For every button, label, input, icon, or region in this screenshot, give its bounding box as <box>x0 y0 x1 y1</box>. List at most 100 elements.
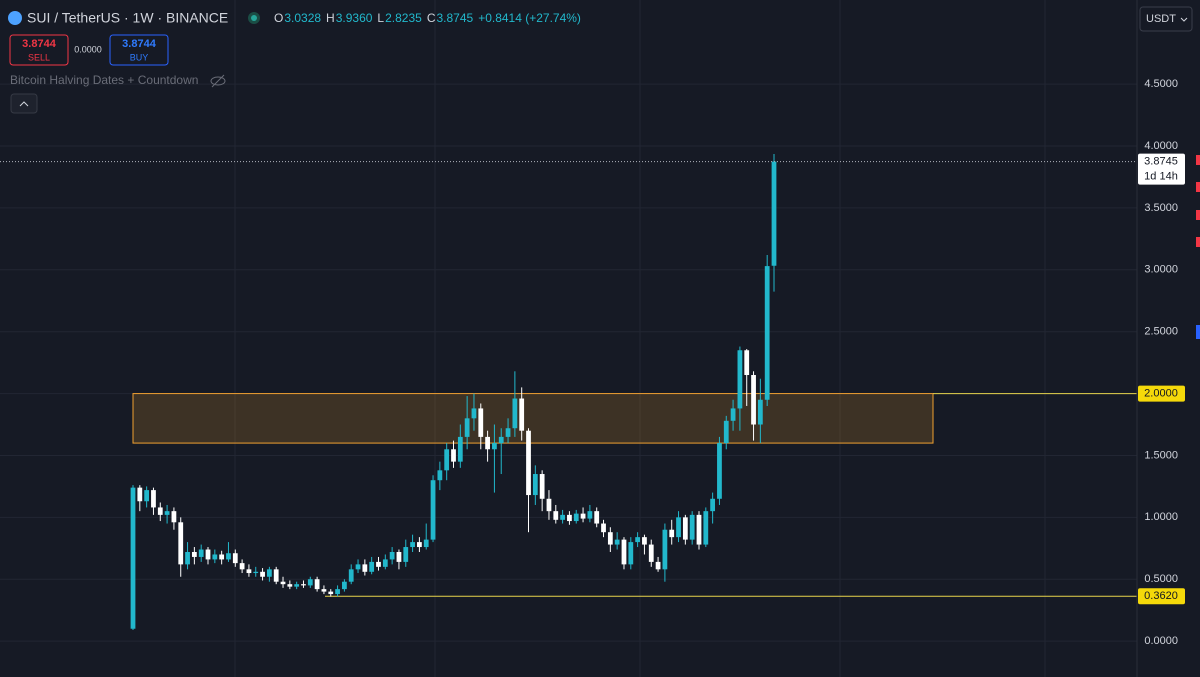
y-tick-label: 1.0000 <box>1144 511 1178 523</box>
candle-body <box>751 375 756 425</box>
candle-body <box>178 522 184 565</box>
candle-body <box>403 547 409 562</box>
currency: USDT <box>1146 13 1176 25</box>
candle-body <box>451 449 456 462</box>
candle-body <box>485 436 490 450</box>
dropdown-icon <box>1180 17 1188 22</box>
candle-body <box>191 551 197 557</box>
candle-body <box>212 554 218 560</box>
candle-body <box>335 589 340 595</box>
candle-body <box>198 549 204 557</box>
candle-body <box>744 350 750 376</box>
candle-body <box>273 569 279 582</box>
ohlc-legend: O 3.0328 H 3.9360 L 2.8235 C 3.8745 <box>274 11 474 25</box>
candle-body <box>382 559 388 567</box>
candle-body <box>294 584 300 587</box>
candle-body <box>655 561 661 570</box>
ohlc-value: 3.9360 <box>336 11 373 25</box>
buy-price: 3.8744 <box>122 38 157 50</box>
level-label: 2.0000 <box>1144 387 1178 399</box>
sell-button[interactable] <box>9 34 69 66</box>
candle-body <box>621 539 627 565</box>
ohlc-label: C <box>427 11 436 25</box>
candle-body <box>226 553 231 560</box>
candle-body <box>587 511 593 519</box>
candle-body <box>614 539 620 545</box>
zone <box>132 393 934 444</box>
ohlc-value: 3.8745 <box>436 11 473 25</box>
buy-button[interactable] <box>109 34 169 66</box>
candle-body <box>764 266 770 400</box>
y-tick-label: 4.5000 <box>1144 78 1178 90</box>
y-tick-label: 3.0000 <box>1144 264 1178 276</box>
candle-body <box>239 563 245 570</box>
candle-body <box>682 517 688 540</box>
ohlc-value: 2.8235 <box>385 11 422 25</box>
candle-body <box>137 487 143 502</box>
change: +0.8414 (+27.74%) <box>478 11 581 25</box>
candle-body <box>546 498 552 512</box>
candle-body <box>444 449 450 471</box>
candle-body <box>498 436 504 444</box>
candle-body <box>607 532 613 545</box>
ohlc-value: 3.0328 <box>284 11 321 25</box>
candle-body <box>560 514 565 520</box>
candle-body <box>737 350 743 409</box>
candle-body <box>301 584 306 586</box>
candle-body <box>676 517 681 538</box>
candle-body <box>594 511 600 524</box>
edge-marker <box>1196 325 1200 339</box>
symbol-title[interactable]: SUI / TetherUS · 1W · BINANCE <box>27 10 228 26</box>
candle-body <box>437 470 443 481</box>
buy-label: BUY <box>130 52 149 62</box>
candle-body <box>205 549 211 560</box>
candle-body <box>642 537 647 545</box>
edge-marker <box>1196 237 1200 247</box>
candle-body <box>723 420 729 444</box>
last-price-label: 3.8745 <box>1144 155 1178 167</box>
indicator-name[interactable]: Bitcoin Halving Dates + Countdown <box>10 73 198 87</box>
y-tick-label: 0.5000 <box>1144 573 1178 585</box>
candle-body <box>567 514 572 522</box>
candle-body <box>369 561 375 572</box>
candle-body <box>628 542 634 565</box>
candle-body <box>526 430 531 496</box>
plot <box>0 83 1137 642</box>
candle-body <box>662 529 668 570</box>
candle-body <box>287 584 293 587</box>
candle-body <box>703 511 709 545</box>
candle-body <box>389 551 395 560</box>
candle-body <box>492 443 497 450</box>
y-tick-label: 0.0000 <box>1144 635 1178 647</box>
candle-body <box>457 436 463 462</box>
candle-body <box>717 443 722 499</box>
candle-body <box>219 554 225 560</box>
edge-marker <box>1196 210 1200 220</box>
candle-body <box>512 398 518 429</box>
candle-body <box>710 498 716 512</box>
y-tick-label: 2.5000 <box>1144 326 1178 338</box>
countdown: 1d 14h <box>1144 170 1178 182</box>
candle-body <box>355 564 361 570</box>
symbol-icon <box>8 11 22 25</box>
candle-body <box>539 474 545 499</box>
candle-body <box>423 539 429 548</box>
candle-body <box>307 579 313 586</box>
candle-body <box>580 513 586 519</box>
candle-body <box>321 589 327 592</box>
hidden-icon[interactable] <box>210 74 226 88</box>
currency-button[interactable] <box>1139 6 1193 32</box>
candle-body <box>464 418 470 437</box>
collapse-button[interactable] <box>10 93 38 114</box>
candle-body <box>601 523 606 533</box>
candle-body <box>573 513 579 522</box>
candle-body <box>648 544 654 562</box>
candle-body <box>376 561 381 567</box>
candle-body <box>314 579 320 590</box>
candle-body <box>696 514 702 545</box>
candle-body <box>157 507 163 515</box>
price-axis: 0.0000 0.5000 1.0000 1.5000 2.0000 2.5000 3.00… <box>1138 78 1185 647</box>
candle-body <box>757 399 763 425</box>
candle-body <box>669 529 675 538</box>
level-label: 0.3620 <box>1144 590 1178 602</box>
